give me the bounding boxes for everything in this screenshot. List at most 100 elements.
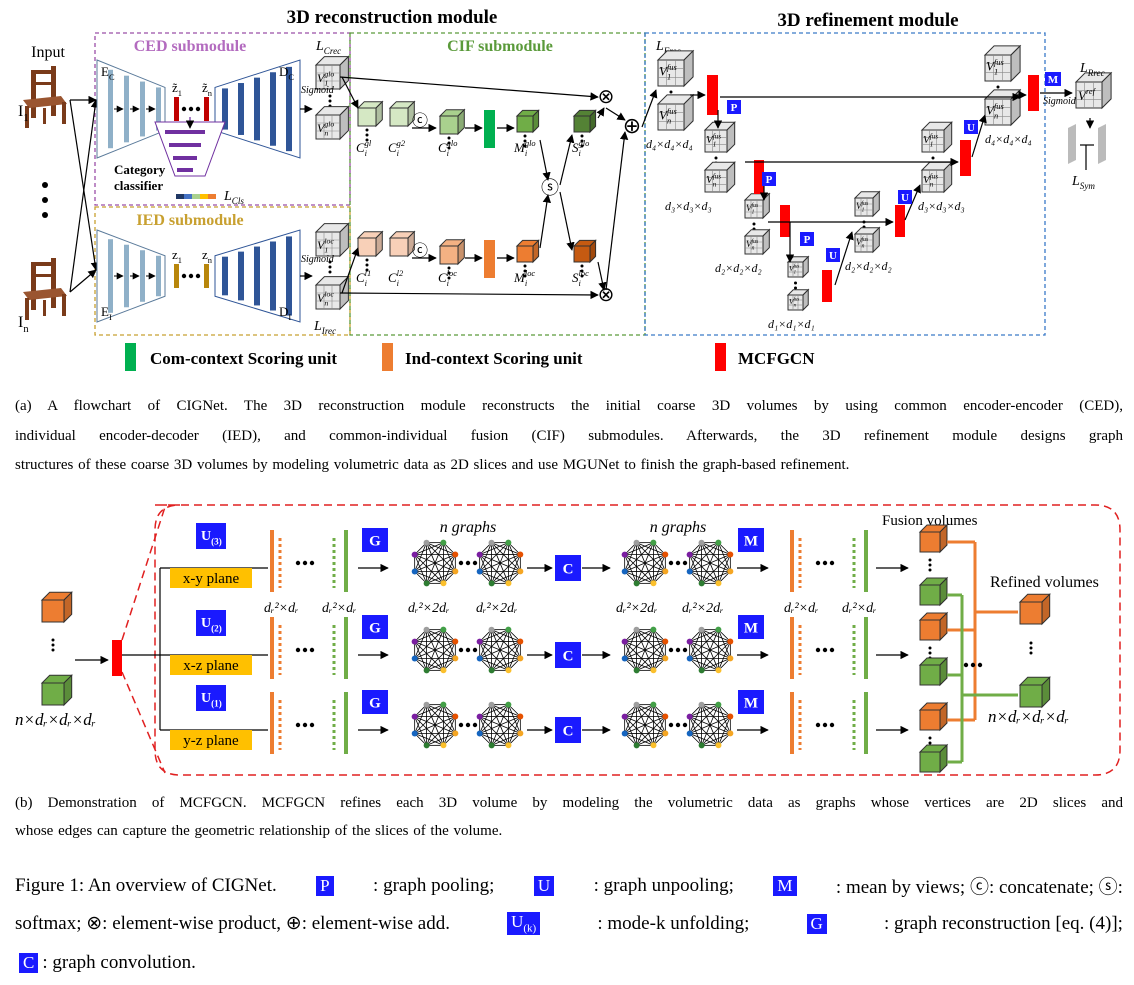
op-box — [196, 610, 226, 636]
graph-edge — [491, 542, 521, 572]
graph-vertex — [662, 551, 669, 558]
dot — [928, 651, 932, 655]
op-symbol: ⓒ — [412, 112, 428, 130]
graph-vertex — [411, 655, 418, 662]
dot — [295, 560, 301, 566]
graph-vertex — [505, 626, 512, 633]
graph-edge — [636, 704, 666, 734]
chair-part — [51, 258, 56, 308]
graph-edge — [479, 542, 509, 556]
op-symbol: ⓒ — [412, 242, 428, 260]
label: C — [388, 270, 397, 285]
graph-vertex — [440, 742, 447, 749]
mcfgcn-unit — [895, 205, 905, 237]
chair-part — [62, 102, 66, 124]
cube-front — [439, 245, 459, 265]
dot — [465, 647, 471, 653]
op-label: M — [1048, 74, 1059, 86]
latent-bar — [174, 97, 179, 121]
graph-vertex — [411, 551, 418, 558]
cube-front — [573, 245, 591, 263]
connector — [904, 184, 921, 221]
dot — [302, 560, 308, 566]
cube-front — [439, 115, 459, 135]
dot — [675, 722, 681, 728]
op-label: U — [901, 192, 909, 204]
op-box — [727, 100, 741, 114]
graph-edge — [689, 716, 731, 734]
op-label: C — [563, 561, 574, 577]
superscript: l2 — [397, 268, 404, 278]
cube-front — [1019, 601, 1043, 625]
caption-box: P — [316, 875, 334, 896]
zoom-line — [121, 671, 166, 774]
graph-edge — [491, 716, 521, 746]
subscript: i — [525, 278, 528, 288]
graph-vertex — [715, 667, 722, 674]
superscript: fus — [794, 298, 800, 303]
graph-vertex — [476, 638, 483, 645]
graph-vertex — [662, 638, 669, 645]
dot — [472, 722, 478, 728]
classifier-label: classifier — [114, 178, 163, 193]
dot — [1029, 641, 1033, 645]
decoder-layer — [238, 83, 244, 135]
dot — [365, 263, 369, 267]
dot — [328, 265, 332, 269]
op-box — [1045, 72, 1061, 86]
dot — [328, 94, 332, 98]
graph-edge — [414, 641, 456, 659]
graph-edge — [701, 704, 731, 717]
dot — [328, 99, 332, 103]
graph-edge — [443, 554, 456, 584]
caption-line: (b) Demonstration of MCFGCN. MCFGCN refi… — [15, 795, 1123, 811]
dot — [668, 647, 674, 653]
mcfgcn-unit — [1028, 75, 1039, 111]
subscript: i — [397, 278, 400, 288]
graph-vertex — [488, 667, 495, 674]
label: V — [986, 103, 996, 118]
superscript: glo — [324, 70, 334, 79]
graph-vertex — [423, 701, 430, 708]
graph-edge — [479, 704, 509, 718]
graph-vertex — [423, 742, 430, 749]
op-box — [964, 120, 978, 134]
subscript: Sym — [1080, 181, 1096, 191]
graph-edge — [479, 716, 521, 734]
graph-vertex — [650, 626, 657, 633]
cube-front — [357, 107, 377, 127]
superscript: fus — [752, 202, 760, 209]
label: z — [202, 247, 208, 262]
classifier-layer — [165, 130, 205, 134]
cube-front — [854, 233, 874, 253]
subscript: 1 — [994, 67, 998, 77]
dot — [668, 560, 674, 566]
sigmoid-label: Sigmoid — [301, 85, 335, 96]
op-symbol: ⊗ — [598, 86, 615, 108]
graph-vertex — [505, 667, 512, 674]
subscript: Rrec — [1087, 68, 1105, 78]
graph-edge — [689, 629, 719, 659]
dot — [714, 156, 718, 160]
decoder-layer — [286, 66, 292, 152]
box-subscript: (k) — [523, 922, 537, 935]
graph-edge — [689, 641, 731, 659]
graph-edge — [624, 704, 654, 734]
caption-text: : graph reconstruction [eq. (4)]; — [883, 912, 1123, 934]
cube-shade — [803, 256, 809, 277]
label: V — [789, 264, 795, 273]
graph-vertex — [698, 667, 705, 674]
dot — [829, 647, 835, 653]
subscript: 1 — [324, 246, 328, 255]
graph-vertex — [633, 580, 640, 587]
cube-shade — [940, 525, 947, 552]
graph-vertex — [505, 701, 512, 708]
graph-vertex — [662, 655, 669, 662]
graph-edge — [653, 641, 666, 671]
graph-edge — [491, 629, 521, 642]
graph-edge — [624, 641, 666, 659]
cube-front — [573, 115, 591, 133]
cube-shade — [873, 191, 880, 216]
cube-front — [921, 129, 945, 153]
connector — [596, 107, 605, 119]
